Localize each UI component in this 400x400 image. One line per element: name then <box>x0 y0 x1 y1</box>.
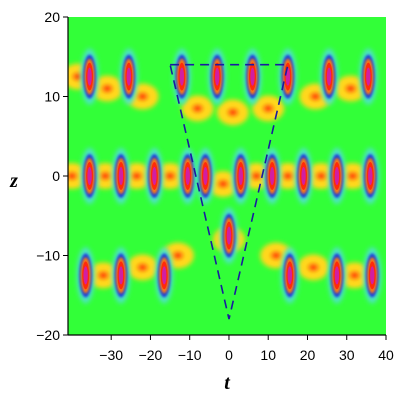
intensity-peak <box>243 48 262 105</box>
intensity-peak <box>327 148 346 204</box>
x-tick-label: 20 <box>300 347 316 363</box>
intensity-peak <box>327 247 346 304</box>
intensity-peak <box>280 247 299 304</box>
intensity-peak <box>172 48 191 105</box>
dashed-triangle-annotation <box>169 63 289 320</box>
x-tick-label: 40 <box>378 347 394 363</box>
intensity-lobe <box>207 170 240 197</box>
intensity-lobe <box>338 262 371 289</box>
intensity-peak <box>155 247 174 304</box>
intensity-peak <box>263 148 282 204</box>
intensity-lobe <box>161 242 194 269</box>
annotation-layer <box>169 63 289 320</box>
intensity-peak <box>359 48 378 105</box>
x-tick-label: 10 <box>260 347 276 363</box>
intensity-peak <box>320 48 339 105</box>
x-tick-label: 0 <box>225 347 233 363</box>
intensity-peak <box>196 148 215 204</box>
heatmap-layer <box>68 48 382 304</box>
intensity-lobe <box>87 262 120 289</box>
y-axis-ticks: −20 −10 0 10 20 <box>36 9 68 343</box>
y-tick-label: 10 <box>44 89 60 105</box>
intensity-peak <box>145 148 164 204</box>
intensity-peak <box>112 148 130 204</box>
intensity-lobe <box>297 254 330 281</box>
intensity-lobe <box>91 75 124 102</box>
intensity-lobe <box>126 254 159 281</box>
intensity-peak <box>208 48 227 105</box>
intensity-peak <box>76 247 95 304</box>
x-axis-title: t <box>224 372 231 394</box>
y-axis-title: z <box>9 170 18 192</box>
intensity-peak <box>219 207 238 264</box>
y-tick-label: 0 <box>52 168 60 184</box>
x-axis-ticks: −30 −20 −10 0 10 20 30 40 <box>99 335 394 363</box>
x-tick-label: 30 <box>339 347 355 363</box>
x-tick-label: −20 <box>139 347 163 363</box>
y-tick-label: −20 <box>36 327 60 343</box>
intensity-peak <box>231 148 250 204</box>
intensity-lobe <box>216 99 249 126</box>
x-tick-label: −30 <box>99 347 123 363</box>
y-tick-label: −10 <box>36 248 60 264</box>
intensity-peak <box>112 247 130 304</box>
intensity-lobe <box>334 75 367 102</box>
intensity-peak <box>119 48 138 105</box>
intensity-peak <box>178 148 197 204</box>
intensity-peak <box>80 48 99 105</box>
intensity-peak <box>80 148 99 204</box>
intensity-peak <box>294 148 313 204</box>
x-tick-label: −10 <box>178 347 202 363</box>
intensity-peak <box>363 247 382 304</box>
intensity-peak <box>361 148 380 204</box>
y-tick-label: 20 <box>44 9 60 25</box>
intensity-peak <box>278 48 297 105</box>
intensity-lobe <box>181 95 214 122</box>
